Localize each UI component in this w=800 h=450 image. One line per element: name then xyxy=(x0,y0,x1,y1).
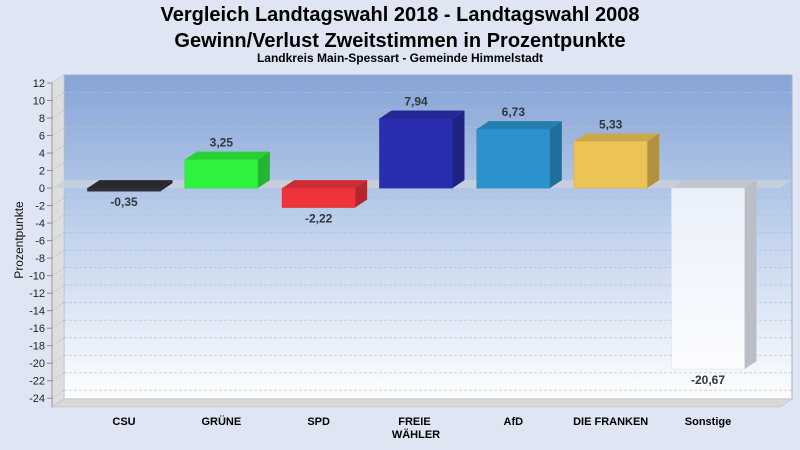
wall-gridline xyxy=(51,162,65,171)
y-tick-label: -24 xyxy=(29,393,45,405)
bar-top-face xyxy=(184,151,270,160)
y-axis: 12 10 8 6 4 2 0 -2 -4 -6 -8 -10 -12 -14 -16 -18 -20 -22 -2… xyxy=(29,78,53,407)
wall-gridline xyxy=(51,144,65,154)
bar-side-face xyxy=(257,151,270,189)
chart-title-line-2: Gewinn/Verlust Zweitstimmen in Prozentpu… xyxy=(174,30,625,52)
x-tick-label: Sonstige xyxy=(685,416,731,428)
y-tick-label: -18 xyxy=(29,341,45,353)
plot-left-wall xyxy=(51,74,65,408)
wall-gridline xyxy=(51,214,65,224)
bar-front-face xyxy=(476,128,551,189)
bar-side-face xyxy=(744,180,757,370)
x-tick-label: FREIE WÄHLER xyxy=(392,416,440,441)
bar-grüne xyxy=(184,151,270,189)
data-label: -2,22 xyxy=(305,212,333,226)
y-tick-label: -22 xyxy=(29,376,45,388)
wall-gridline xyxy=(51,197,65,207)
bar-side-face xyxy=(355,180,368,208)
y-tick-label: -6 xyxy=(35,236,45,248)
wall-gridline xyxy=(51,337,65,347)
bar-die-franken xyxy=(573,133,660,189)
bar-front-face xyxy=(87,187,161,192)
data-label: 3,25 xyxy=(210,136,234,150)
wall-gridline xyxy=(51,389,65,399)
wall-gridline xyxy=(51,109,65,119)
bar-side-face xyxy=(647,133,660,189)
y-tick-label: 4 xyxy=(39,148,45,160)
wall-gridline xyxy=(51,302,65,312)
x-tick-label: CSU xyxy=(112,416,135,428)
bar-afd xyxy=(476,121,562,189)
bar-csu xyxy=(87,180,173,192)
bar-side-face xyxy=(549,121,562,189)
wall-gridline xyxy=(51,284,65,294)
bar-top-face xyxy=(671,180,757,189)
bar-sonstige xyxy=(671,180,757,370)
bar-spd xyxy=(281,180,368,208)
bar-top-face xyxy=(476,121,562,130)
bar-side-face xyxy=(452,110,465,189)
bar-front-face xyxy=(281,187,356,208)
wall-gridline xyxy=(51,127,65,136)
bar-front-face xyxy=(184,159,259,189)
y-tick-label: 0 xyxy=(39,183,45,195)
bars xyxy=(87,110,757,370)
wall-gridline xyxy=(51,372,65,382)
wall-gridline xyxy=(51,232,65,242)
bar-top-face xyxy=(379,110,465,119)
data-label: 5,33 xyxy=(599,117,623,131)
data-label: 6,73 xyxy=(502,105,526,119)
chart-title-line-1: Vergleich Landtagswahl 2018 - Landtagswa… xyxy=(160,4,639,26)
data-label: -20,67 xyxy=(691,373,725,387)
y-axis-title: Prozentpunkte xyxy=(12,201,26,279)
wall-gridline xyxy=(51,319,65,329)
y-tick-label: -8 xyxy=(35,253,45,265)
bar-top-face xyxy=(87,180,173,189)
x-tick-label: AfD xyxy=(504,416,524,428)
chart-subtitle: Landkreis Main-Spessart - Gemeinde Himme… xyxy=(257,51,543,65)
y-tick-label: 8 xyxy=(39,113,45,125)
y-tick-label: -16 xyxy=(29,323,45,335)
wall-gridline xyxy=(51,267,65,277)
bar-front-face xyxy=(671,187,745,370)
gridlines xyxy=(51,92,792,399)
bar-front-face xyxy=(379,118,453,189)
bar-front-face xyxy=(573,141,648,189)
x-tick-label: GRÜNE xyxy=(201,415,241,428)
bar-side-face xyxy=(160,180,173,192)
x-tick-label: SPD xyxy=(307,416,330,428)
y-tick-label: 10 xyxy=(33,96,45,108)
bar-top-face xyxy=(574,133,660,142)
data-label: 7,94 xyxy=(404,95,428,109)
y-tick-label: 12 xyxy=(33,78,45,90)
data-label: -0,35 xyxy=(110,195,138,209)
y-tick-label: -12 xyxy=(29,288,45,300)
wall-gridline xyxy=(51,92,65,101)
y-tick-label: 2 xyxy=(39,166,45,178)
y-tick-label: -4 xyxy=(35,218,45,230)
wall-gridline xyxy=(51,354,65,364)
data-labels: -0,35 3,25 -2,22 7,94 6,73 5,33 -20,67 xyxy=(110,95,725,388)
y-tick-label: -14 xyxy=(29,306,45,318)
plot-floor xyxy=(51,398,793,408)
y-tick-label: -10 xyxy=(29,271,45,283)
x-tick-label: DIE FRANKEN xyxy=(573,416,648,428)
x-axis-labels: CSU GRÜNE SPD FREIE WÄHLER AfD DIE FRANKEN Son… xyxy=(112,415,731,441)
y-tick-label: -20 xyxy=(29,358,45,370)
bar-top-face xyxy=(282,180,368,189)
bar-freie-wähler xyxy=(379,110,465,189)
y-tick-label: 6 xyxy=(39,131,45,143)
y-tick-label: -2 xyxy=(35,201,45,213)
wall-gridline xyxy=(51,249,65,259)
